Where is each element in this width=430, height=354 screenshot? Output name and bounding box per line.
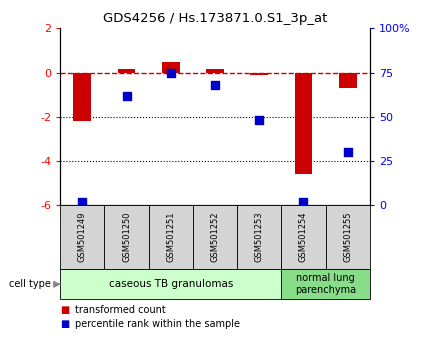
Bar: [326, 205, 370, 269]
Bar: [281, 205, 326, 269]
Point: [167, 70, 174, 75]
Point: [344, 149, 351, 155]
Point: [79, 199, 86, 205]
Bar: [295, 73, 312, 175]
Bar: [281, 269, 370, 299]
Bar: [206, 69, 224, 73]
Text: GSM501250: GSM501250: [122, 212, 131, 262]
Bar: [60, 205, 104, 269]
Text: GSM501251: GSM501251: [166, 212, 175, 262]
Text: GSM501254: GSM501254: [299, 212, 308, 262]
Text: ■: ■: [60, 319, 70, 329]
Point: [256, 118, 263, 123]
Text: transformed count: transformed count: [75, 305, 166, 315]
Bar: [60, 269, 281, 299]
Bar: [339, 73, 356, 88]
Bar: [162, 62, 180, 73]
Bar: [118, 69, 135, 73]
Text: normal lung
parenchyma: normal lung parenchyma: [295, 273, 356, 295]
Bar: [250, 73, 268, 75]
Text: percentile rank within the sample: percentile rank within the sample: [75, 319, 240, 329]
Text: GSM501253: GSM501253: [255, 212, 264, 263]
Point: [123, 93, 130, 98]
Text: GSM501252: GSM501252: [211, 212, 219, 262]
Text: GSM501249: GSM501249: [78, 212, 87, 262]
Text: ■: ■: [60, 305, 70, 315]
Point: [212, 82, 218, 88]
Point: [300, 199, 307, 205]
Text: GDS4256 / Hs.173871.0.S1_3p_at: GDS4256 / Hs.173871.0.S1_3p_at: [103, 12, 327, 25]
Text: cell type: cell type: [9, 279, 50, 289]
Bar: [149, 205, 193, 269]
Bar: [237, 205, 281, 269]
Bar: [74, 73, 91, 121]
Text: GSM501255: GSM501255: [343, 212, 352, 262]
Bar: [193, 205, 237, 269]
Text: caseous TB granulomas: caseous TB granulomas: [109, 279, 233, 289]
Bar: [104, 205, 149, 269]
